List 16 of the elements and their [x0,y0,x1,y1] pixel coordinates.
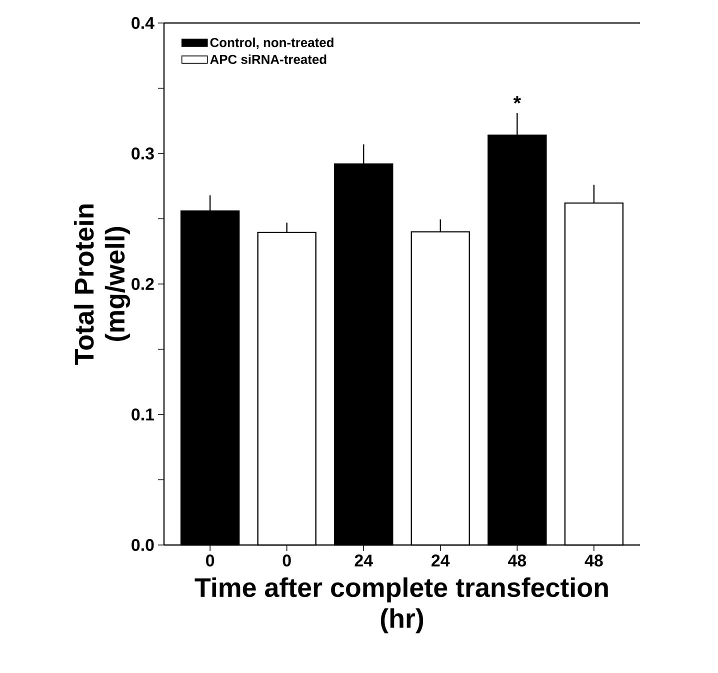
annotation: * [513,96,522,104]
y-tick-label: 0.1 [132,408,154,420]
y-axis-title: Total Protein (mg/well) [74,204,130,365]
legend-label: APC siRNA-treated [210,54,326,64]
x-tick-label: 48 [508,554,526,567]
x-tick-label: 48 [584,554,603,567]
y-tick-label: 0.4 [132,16,154,29]
legend-label: Control, non-treated [210,38,334,50]
x-axis-title: Time after complete transfection (hr) [194,577,608,634]
x-tick-label: 24 [432,554,450,566]
y-tick-label: 0.0 [132,539,154,551]
x-tick-label: 0 [206,554,214,567]
x-tick-label: 24 [354,554,373,566]
y-tick-label: 0.3 [132,147,154,160]
x-tick-label: 0 [282,554,291,567]
y-tick-label: 0.2 [132,278,154,290]
